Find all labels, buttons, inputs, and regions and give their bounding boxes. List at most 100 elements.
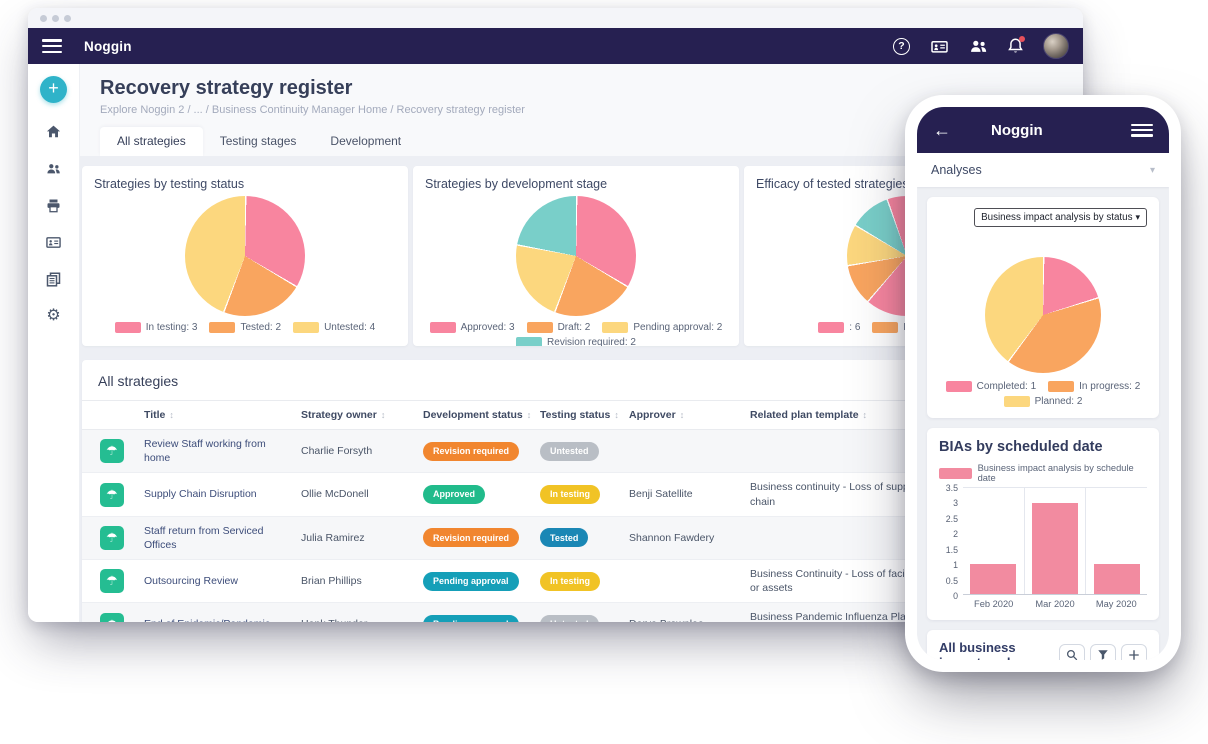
search-button[interactable] xyxy=(1059,643,1085,660)
window-control-dot[interactable] xyxy=(40,14,47,22)
tab-development[interactable]: Development xyxy=(330,134,402,148)
sort-icon[interactable]: ↕ xyxy=(614,410,619,420)
filter-button[interactable] xyxy=(1090,643,1116,660)
bia-bar-card: BIAs by scheduled date Business impact a… xyxy=(927,428,1159,620)
y-axis-tick-label: 3 xyxy=(953,498,958,509)
status-badge: Approved xyxy=(423,484,486,505)
status-badge: Revision required xyxy=(423,528,520,548)
legend-swatch xyxy=(818,322,845,333)
status-badge: Untested xyxy=(540,441,599,461)
table-row[interactable]: ☂ Supply Chain Disruption Ollie McDonell Ap… xyxy=(82,473,1070,517)
legend-item: Untested: 4 xyxy=(293,322,375,333)
people-icon[interactable] xyxy=(969,39,988,53)
status-select[interactable]: Business impact analysis by status ▾ xyxy=(974,208,1147,227)
cell-owner: Charlie Forsyth xyxy=(301,445,373,458)
phone-frame: ← Noggin Analyses ▾ Business impact anal… xyxy=(905,95,1181,672)
column-header-approver[interactable]: Approver ↕ xyxy=(625,401,746,429)
cell-development-status: Pending approval xyxy=(419,565,536,598)
table-row[interactable]: ☂ Outsourcing Review Brian Phillips Pending… xyxy=(82,560,1070,604)
tab-bar: All strategies Testing stages Development xyxy=(100,127,1063,156)
cell-approver: Darya Brownlee xyxy=(625,610,746,622)
y-axis-tick-label: 1.5 xyxy=(945,544,958,555)
browser-window: Noggin ? + xyxy=(28,8,1083,622)
chart-title: Strategies by development stage xyxy=(425,177,608,191)
sidebar-item-print[interactable] xyxy=(45,196,63,214)
phone-screen: ← Noggin Analyses ▾ Business impact anal… xyxy=(917,107,1169,660)
column-header-strategy-owner[interactable]: Strategy owner ↕ xyxy=(297,401,419,429)
app-title: Noggin xyxy=(84,38,132,54)
pie-chart xyxy=(516,196,636,316)
umbrella-icon: ☂ xyxy=(100,525,124,550)
column-header-spacer xyxy=(82,407,140,423)
legend-item: In testing: 3 xyxy=(114,322,197,333)
sort-icon[interactable]: ↕ xyxy=(380,410,386,420)
legend-item: Pending approval: 2 xyxy=(602,322,722,333)
sort-icon[interactable]: ↕ xyxy=(526,410,532,420)
bia-list-bar: All business impact analyses xyxy=(927,630,1159,660)
cell-title: Review Staff working from home xyxy=(144,438,266,465)
pie-chart xyxy=(185,196,305,316)
chart-card: Strategies by development stage Approved:… xyxy=(413,166,739,346)
avatar[interactable] xyxy=(1043,33,1069,59)
add-button[interactable]: + xyxy=(40,76,67,103)
legend-swatch xyxy=(1003,396,1030,407)
phone-hamburger-menu-icon[interactable] xyxy=(1131,123,1153,137)
sort-icon[interactable]: ↕ xyxy=(169,410,174,420)
cell-testing-status: In testing xyxy=(536,565,625,598)
legend-item: Tested: 2 xyxy=(209,322,281,333)
legend-swatch xyxy=(872,322,899,333)
sidebar-item-home[interactable] xyxy=(45,122,63,140)
window-control-dot[interactable] xyxy=(52,14,59,22)
legend-item: Revision required: 2 xyxy=(516,337,636,346)
bar-chart-legend: Business impact analysis by schedule dat… xyxy=(939,463,1147,483)
column-header-title[interactable]: Title ↕ xyxy=(140,401,297,429)
sidebar-item-records[interactable] xyxy=(45,270,63,288)
tab-all-strategies[interactable]: All strategies xyxy=(100,127,203,156)
contact-card-icon[interactable] xyxy=(930,39,949,54)
umbrella-icon: ☂ xyxy=(100,569,124,594)
phone-app-title: Noggin xyxy=(991,121,1043,139)
legend-swatch xyxy=(114,322,141,333)
legend-item: Planned: 2 xyxy=(1003,396,1082,407)
window-control-dot[interactable] xyxy=(64,14,71,22)
help-icon[interactable]: ? xyxy=(893,37,910,55)
cell-testing-status: Tested xyxy=(536,521,625,554)
gear-icon: ⚙ xyxy=(46,307,61,324)
status-badge: In testing xyxy=(540,484,600,505)
analyses-dropdown-bar[interactable]: Analyses ▾ xyxy=(917,153,1169,187)
row-icon-cell: ☂ xyxy=(82,606,140,622)
sidebar-item-settings[interactable]: ⚙ xyxy=(45,307,63,325)
umbrella-icon: ☂ xyxy=(100,439,124,464)
status-badge: Tested xyxy=(540,528,589,548)
sort-icon[interactable]: ↕ xyxy=(679,410,685,420)
back-arrow-icon[interactable]: ← xyxy=(933,119,951,140)
table-section-title: All strategies xyxy=(98,373,179,389)
bia-status-pie-chart xyxy=(985,257,1101,373)
tab-testing-stages[interactable]: Testing stages xyxy=(219,134,297,148)
column-header-label: Testing status xyxy=(540,409,611,421)
legend-label: : 6 xyxy=(849,322,861,333)
y-axis-tick-label: 1 xyxy=(953,560,958,571)
column-header-testing-status[interactable]: Testing status ↕ xyxy=(536,401,625,429)
y-axis-tick-label: 2 xyxy=(953,529,958,540)
cell-related-plan-template: Business continuity - Loss of supply cha… xyxy=(750,481,917,508)
column-header-label: Title xyxy=(144,409,166,421)
legend-label: Approved: 3 xyxy=(460,322,515,333)
hamburger-menu-icon[interactable] xyxy=(42,39,62,53)
add-analysis-button[interactable] xyxy=(1121,643,1147,660)
status-badge: Revision required xyxy=(423,441,520,461)
bar-chart-x-axis: Feb 2020 Mar 2020 May 2020 xyxy=(963,595,1147,609)
bell-icon[interactable] xyxy=(1008,36,1025,54)
sidebar-item-contacts[interactable] xyxy=(45,233,63,251)
column-header-development-status[interactable]: Development status ↕ xyxy=(419,401,536,429)
column-header-related-plan-template[interactable]: Related plan template ↕ xyxy=(746,401,1070,429)
sidebar-item-people[interactable] xyxy=(45,159,63,177)
legend-label: Tested: 2 xyxy=(240,322,282,333)
sort-icon[interactable]: ↕ xyxy=(862,410,868,420)
row-icon-cell: ☂ xyxy=(82,432,140,470)
cell-owner: Hank Thunder xyxy=(297,610,419,622)
table-row[interactable]: ☂ End of Epidemic/PandemicHank Thunder Pen… xyxy=(82,603,1070,622)
cell-approver: Benji Satellite xyxy=(629,488,693,501)
search-icon xyxy=(1066,649,1078,660)
breadcrumb[interactable]: Explore Noggin 2 / ... / Business Contin… xyxy=(100,104,525,116)
